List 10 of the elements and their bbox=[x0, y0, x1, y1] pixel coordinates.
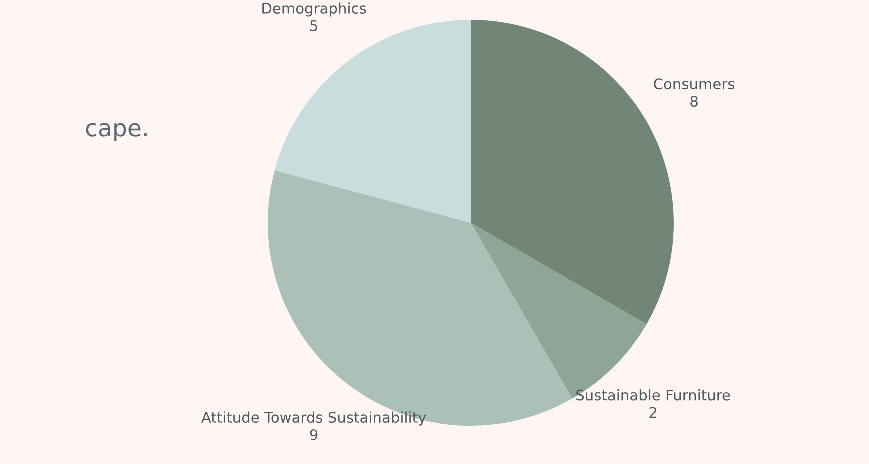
pie-slice bbox=[274, 20, 471, 223]
slice-label: Sustainable Furniture bbox=[576, 390, 730, 401]
data-label: 2 bbox=[650, 407, 656, 418]
data-label: 5 bbox=[310, 20, 318, 32]
text: cape. bbox=[86, 123, 147, 142]
slice-label: Attitude Towards Sustainability bbox=[202, 412, 426, 426]
slice-label: Demographics bbox=[262, 2, 366, 17]
slice-label: Consumers bbox=[654, 78, 735, 90]
data-label: 8 bbox=[690, 96, 698, 108]
data-label: 9 bbox=[310, 429, 318, 440]
